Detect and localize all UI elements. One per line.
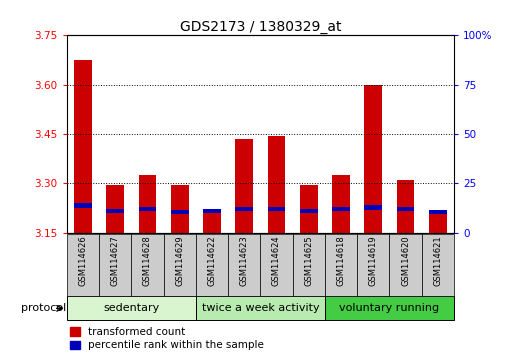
Text: GSM114620: GSM114620 [401,236,410,286]
Bar [364,205,382,210]
Bar [74,203,92,208]
Bar [196,234,228,296]
Bar [260,234,292,296]
Text: GSM114626: GSM114626 [78,236,87,286]
Bar [389,234,422,296]
Bar [203,210,221,233]
Bar [429,210,447,213]
Bar [422,234,454,296]
Bar [171,210,189,213]
Text: protocol: protocol [22,303,67,313]
Bar [325,296,454,320]
Bar [292,234,325,296]
Bar [67,234,99,296]
Bar [300,209,318,213]
Bar [106,209,124,213]
Bar [196,296,325,320]
Text: GSM114629: GSM114629 [175,236,184,286]
Bar [164,234,196,296]
Bar [397,180,415,233]
Text: GSM114621: GSM114621 [433,236,442,286]
Text: GSM114627: GSM114627 [111,236,120,286]
Text: GSM114623: GSM114623 [240,236,249,286]
Bar [131,234,164,296]
Bar [364,85,382,233]
Title: GDS2173 / 1380329_at: GDS2173 / 1380329_at [180,21,341,34]
Text: twice a week activity: twice a week activity [202,303,319,313]
Text: GSM114618: GSM114618 [337,236,346,286]
Bar [332,207,350,211]
Text: GSM114628: GSM114628 [143,236,152,286]
Text: GSM114619: GSM114619 [369,236,378,286]
Text: GSM114622: GSM114622 [207,236,216,286]
Bar [357,234,389,296]
Bar [268,136,285,233]
Text: GSM114624: GSM114624 [272,236,281,286]
Bar [300,185,318,233]
Bar [67,296,196,320]
Text: GSM114625: GSM114625 [304,236,313,286]
Text: voluntary running: voluntary running [340,303,440,313]
Bar [228,234,260,296]
Bar [139,175,156,233]
Bar [139,207,156,211]
Bar [74,60,92,233]
Bar [203,209,221,213]
Bar [268,207,285,211]
Bar [99,234,131,296]
Bar [235,207,253,211]
Bar [325,234,357,296]
Bar [397,207,415,211]
Text: sedentary: sedentary [103,303,160,313]
Bar [332,175,350,233]
Bar [106,185,124,233]
Bar [171,185,189,233]
Bar [429,211,447,233]
Legend: transformed count, percentile rank within the sample: transformed count, percentile rank withi… [70,327,264,350]
Bar [235,139,253,233]
